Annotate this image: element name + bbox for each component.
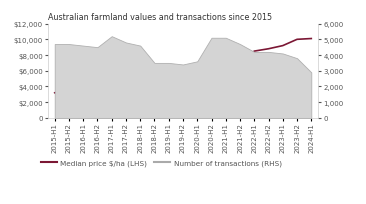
Text: Australian farmland values and transactions since 2015: Australian farmland values and transacti…: [48, 13, 272, 22]
Legend: Median price $/ha (LHS), Number of transactions (RHS): Median price $/ha (LHS), Number of trans…: [38, 157, 285, 169]
